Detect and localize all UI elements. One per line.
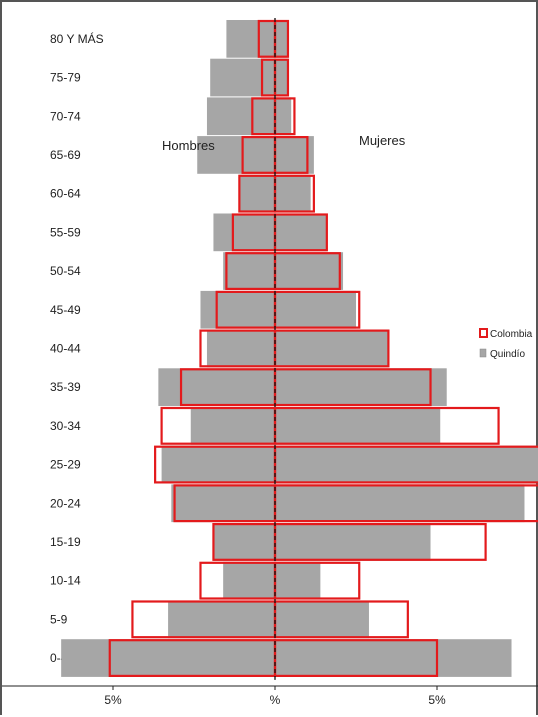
bar-quindio-mujeres-70-74 xyxy=(275,97,292,136)
bar-quindio-hombres-35-39 xyxy=(158,368,275,406)
bar-quindio-hombres-55-59 xyxy=(213,213,275,252)
x-tick-label: 5% xyxy=(428,693,446,707)
bar-quindio-hombres-0-4 xyxy=(61,639,275,677)
bar-colombia-mujeres-80-y-m-s xyxy=(273,19,290,58)
y-tick-label: 40-44 xyxy=(50,341,81,355)
y-tick-label: 25-29 xyxy=(50,458,81,472)
bar-quindio-mujeres-15-19 xyxy=(275,523,431,561)
bar-colombia-mujeres-35-39 xyxy=(273,368,432,407)
y-tick-label: 80 Y MÁS xyxy=(50,31,104,46)
bar-quindio-mujeres-80-y-m-s xyxy=(275,20,288,58)
bar-quindio-hombres-60-64 xyxy=(239,174,275,213)
x-axis: 10%5%%5%10%15% xyxy=(2,685,538,707)
annotation-mujeres: Mujeres xyxy=(359,133,406,148)
bar-quindio-hombres-45-49 xyxy=(200,290,275,329)
bar-quindio-hombres-5-9 xyxy=(168,600,275,639)
bar-quindio-hombres-25-29 xyxy=(161,445,275,484)
bar-quindio-hombres-40-44 xyxy=(206,329,275,368)
bar-quindio-mujeres-5-9 xyxy=(275,600,369,639)
bar-quindio-hombres-80-y-m-s xyxy=(226,20,275,58)
bar-quindio-mujeres-40-44 xyxy=(275,329,389,368)
y-tick-label: 5-9 xyxy=(50,612,68,626)
y-tick-label: 10-14 xyxy=(50,574,81,588)
bar-quindio-mujeres-35-39 xyxy=(275,368,447,406)
bar-quindio-mujeres-30-34 xyxy=(275,407,441,445)
bar-quindio-mujeres-25-29 xyxy=(275,445,538,484)
bar-quindio-mujeres-50-54 xyxy=(275,252,344,290)
bar-quindio-hombres-70-74 xyxy=(206,97,275,136)
legend-label-quindio: Quindío xyxy=(490,349,525,360)
bar-quindio-mujeres-0-4 xyxy=(275,639,512,677)
y-tick-label: 45-49 xyxy=(50,303,81,317)
y-tick-label: 70-74 xyxy=(50,109,81,123)
legend-swatch-colombia xyxy=(479,328,488,338)
y-tick-label: 35-39 xyxy=(50,380,81,394)
x-tick-label: % xyxy=(270,693,281,707)
bar-quindio-mujeres-10-14 xyxy=(275,561,321,600)
y-tick-label: 75-79 xyxy=(50,71,81,85)
bar-quindio-hombres-50-54 xyxy=(223,252,275,290)
bar-quindio-hombres-20-24 xyxy=(171,484,275,523)
bar-quindio-mujeres-20-24 xyxy=(275,484,525,523)
bar-quindio-hombres-15-19 xyxy=(213,523,275,561)
legend-swatch-quindio xyxy=(479,348,487,358)
bar-quindio-mujeres-60-64 xyxy=(275,174,311,213)
series-quindio-bars xyxy=(61,20,538,677)
x-tick-label: 5% xyxy=(104,693,122,707)
bar-colombia-mujeres-55-59 xyxy=(273,213,328,252)
annotation-hombres: Hombres xyxy=(162,138,215,153)
y-tick-label: 20-24 xyxy=(50,496,81,510)
y-tick-label: 55-59 xyxy=(50,225,81,239)
y-tick-label: 65-69 xyxy=(50,148,81,162)
bar-quindio-hombres-10-14 xyxy=(223,561,275,600)
bar-colombia-mujeres-15-19 xyxy=(273,522,487,561)
y-tick-label: 50-54 xyxy=(50,264,81,278)
y-tick-label: 15-19 xyxy=(50,535,81,549)
bar-quindio-mujeres-75-79 xyxy=(275,58,288,97)
bar-quindio-hombres-30-34 xyxy=(190,407,275,445)
y-axis-labels: 80 Y MÁS 75-79 70-74 65-69 60-64 55-59 50-54 45… xyxy=(50,31,104,665)
bar-quindio-mujeres-55-59 xyxy=(275,213,327,252)
legend: Colombia Quindío xyxy=(479,328,533,360)
y-tick-label: 60-64 xyxy=(50,187,81,201)
bar-colombia-mujeres-45-49 xyxy=(273,290,361,329)
legend-label-colombia: Colombia xyxy=(490,329,533,340)
bar-quindio-hombres-65-69 xyxy=(197,136,275,174)
bar-colombia-mujeres-5-9 xyxy=(273,600,409,639)
bar-colombia-mujeres-25-29 xyxy=(273,445,538,484)
bar-quindio-hombres-75-79 xyxy=(210,58,275,97)
bar-quindio-mujeres-45-49 xyxy=(275,290,356,329)
y-tick-label: 30-34 xyxy=(50,419,81,433)
